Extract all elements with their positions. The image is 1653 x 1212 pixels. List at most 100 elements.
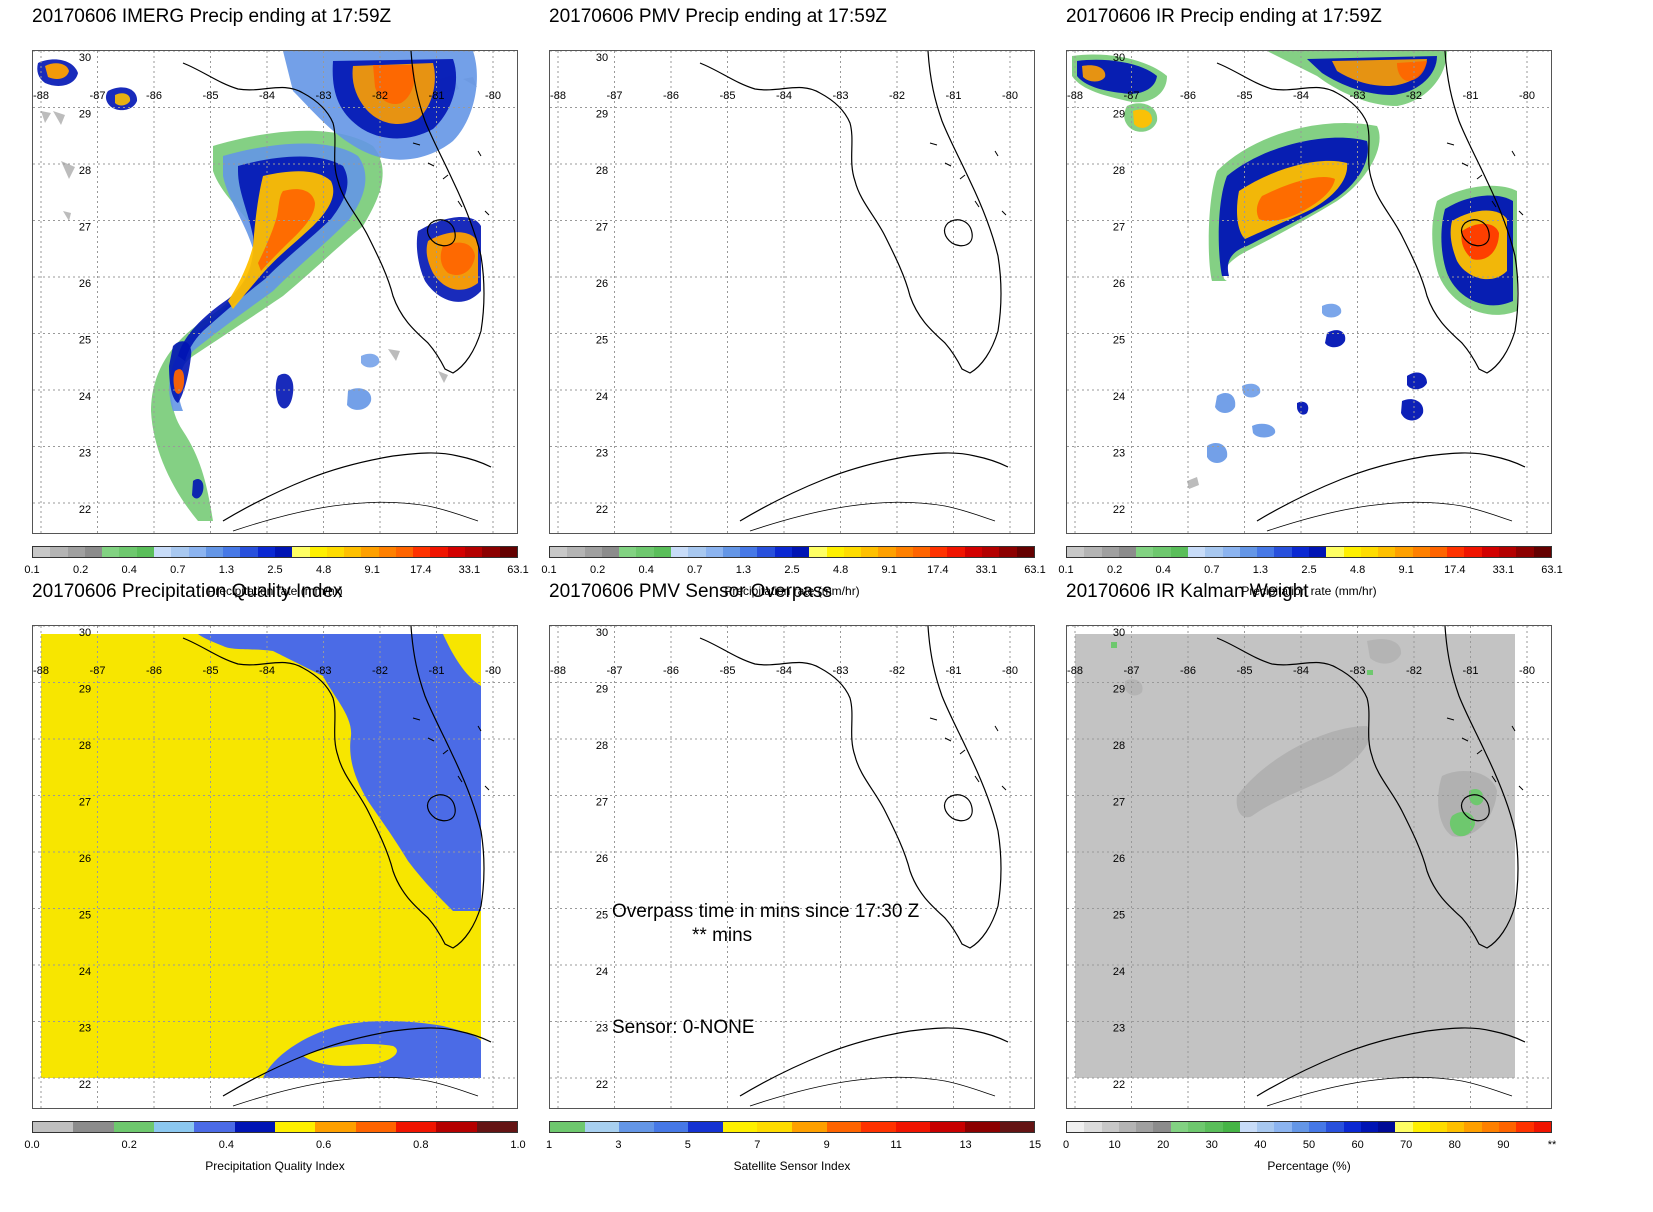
- colorbar-tick-label: 60: [1351, 1139, 1364, 1151]
- colorbar-swatch: [653, 1122, 689, 1132]
- precip-field: [1072, 51, 1517, 489]
- lon-label: -86: [1180, 90, 1196, 102]
- colorbar-swatch: [1533, 547, 1551, 557]
- lon-label: -88: [550, 665, 566, 677]
- colorbar-swatch: [757, 1122, 793, 1132]
- colorbar-tick-label: 15: [1028, 1139, 1042, 1151]
- lat-label: 23: [1113, 448, 1125, 460]
- colorbar-swatch: [1118, 1122, 1137, 1132]
- lon-label: -81: [1463, 90, 1479, 102]
- lon-label: -83: [316, 665, 332, 677]
- colorbar-tick-label: 3: [615, 1139, 622, 1151]
- lon-label: -81: [429, 665, 445, 677]
- colorbar-swatch: [1378, 547, 1396, 557]
- colorbar-swatch: [292, 547, 310, 557]
- colorbar-swatch: [413, 547, 431, 557]
- colorbar-swatch: [1153, 1122, 1171, 1132]
- lon-label: -88: [1067, 90, 1083, 102]
- colorbar-tick-label: 0.2: [1106, 564, 1123, 576]
- lon-label: -87: [607, 665, 623, 677]
- lat-label: 24: [79, 966, 91, 978]
- colorbar-swatch: [567, 547, 585, 557]
- coastline: [699, 51, 1009, 532]
- colorbar-swatch: [1170, 1122, 1188, 1132]
- colorbar: [1066, 546, 1552, 558]
- lat-label: 25: [596, 910, 608, 922]
- lat-label: 27: [1113, 797, 1125, 809]
- lon-label: -84: [259, 90, 275, 102]
- grid-labels: -88 -87 -86 -85 -84 -83 -82 -81 -80 30 29 28 27 26 25 2…: [1067, 52, 1535, 516]
- colorbar-tick-label: 63.1: [507, 564, 529, 576]
- colorbar-swatch: [361, 547, 379, 557]
- lat-label: 30: [596, 627, 608, 639]
- coastline: [699, 626, 1009, 1107]
- colorbar-tick-label: 63.1: [1024, 564, 1046, 576]
- colorbar-swatch: [1187, 547, 1206, 557]
- lat-lon-grid: [550, 626, 1034, 1108]
- colorbar-tick-label: 2.5: [267, 564, 283, 576]
- colorbar-swatch: [436, 1122, 477, 1132]
- lat-label: 27: [596, 797, 608, 809]
- lon-label: -80: [1002, 665, 1018, 677]
- colorbar-swatch: [171, 547, 189, 557]
- colorbar-swatch: [205, 547, 224, 557]
- map-panel: 20170606 IMERG Precip ending at 17:59Z -8…: [0, 0, 551, 606]
- colorbar-swatch: [153, 547, 172, 557]
- colorbar-ticks: 0.1 0.2 0.4 0.7 1.3 2.5 4.8 9.1 17.4 33.1 63.1: [24, 564, 528, 578]
- colorbar-tick-label: 11: [890, 1139, 902, 1151]
- lon-label: -80: [1002, 90, 1018, 102]
- colorbar-swatch: [1291, 1122, 1309, 1132]
- lat-label: 29: [596, 109, 608, 121]
- lon-label: -83: [1350, 90, 1366, 102]
- map-panel: 20170606 IR Precip ending at 17:59Z -88 -8…: [1034, 0, 1585, 606]
- colorbar-tick-label: 2.5: [784, 564, 800, 576]
- colorbar-swatch: [1084, 547, 1102, 557]
- colorbar-swatch: [33, 1122, 74, 1132]
- lat-label: 27: [79, 797, 91, 809]
- colorbar-swatch: [1343, 1122, 1361, 1132]
- colorbar-swatch: [447, 547, 466, 557]
- lon-label: -85: [720, 90, 736, 102]
- colorbar-swatch: [1274, 1122, 1292, 1132]
- lat-label: 23: [79, 448, 91, 460]
- lat-lon-grid: [550, 51, 1034, 533]
- colorbar-swatch: [1516, 1122, 1534, 1132]
- lat-label: 26: [596, 278, 608, 290]
- lat-label: 29: [596, 684, 608, 696]
- colorbar-swatch: [1481, 547, 1500, 557]
- colorbar-swatch: [274, 547, 293, 557]
- lon-label: -84: [1293, 665, 1309, 677]
- lat-label: 22: [1113, 504, 1125, 516]
- colorbar-swatch: [1084, 1122, 1102, 1132]
- lat-label: 26: [1113, 278, 1125, 290]
- colorbar-tick-label: 5: [684, 1139, 691, 1151]
- colorbar-swatch: [722, 547, 741, 557]
- colorbar-swatch: [1067, 547, 1085, 557]
- colorbar-tick-label: 33.1: [975, 564, 998, 576]
- colorbar-swatch: [1291, 547, 1309, 557]
- colorbar-swatch: [999, 1122, 1035, 1132]
- colorbar-swatch: [1222, 547, 1240, 557]
- precip-field: [37, 51, 481, 522]
- colorbar-swatch: [843, 547, 862, 557]
- lon-label: -82: [889, 90, 905, 102]
- colorbar-swatch: [1274, 547, 1292, 557]
- colorbar: [549, 546, 1035, 558]
- lat-label: 26: [1113, 853, 1125, 865]
- colorbar-tick-label: 0.2: [121, 1139, 137, 1151]
- colorbar-swatch: [1326, 547, 1344, 557]
- lat-label: 25: [79, 335, 91, 347]
- overpass-text: Overpass time in mins since 17:30 Z: [612, 901, 920, 922]
- lat-label: 22: [79, 504, 91, 516]
- colorbar-tick-label: 20: [1157, 1139, 1170, 1151]
- colorbar-tick-label: 0.8: [413, 1139, 429, 1151]
- colorbar-tick-label: 0.4: [218, 1139, 235, 1151]
- colorbar: [32, 1121, 518, 1133]
- lon-label: -82: [1406, 90, 1422, 102]
- colorbar-swatch: [930, 1122, 965, 1132]
- colorbar-swatch: [1447, 547, 1465, 557]
- colorbar-swatch: [274, 1122, 316, 1132]
- colorbar-swatch: [1101, 547, 1119, 557]
- lon-label: -88: [33, 665, 49, 677]
- colorbar-swatch: [1257, 1122, 1275, 1132]
